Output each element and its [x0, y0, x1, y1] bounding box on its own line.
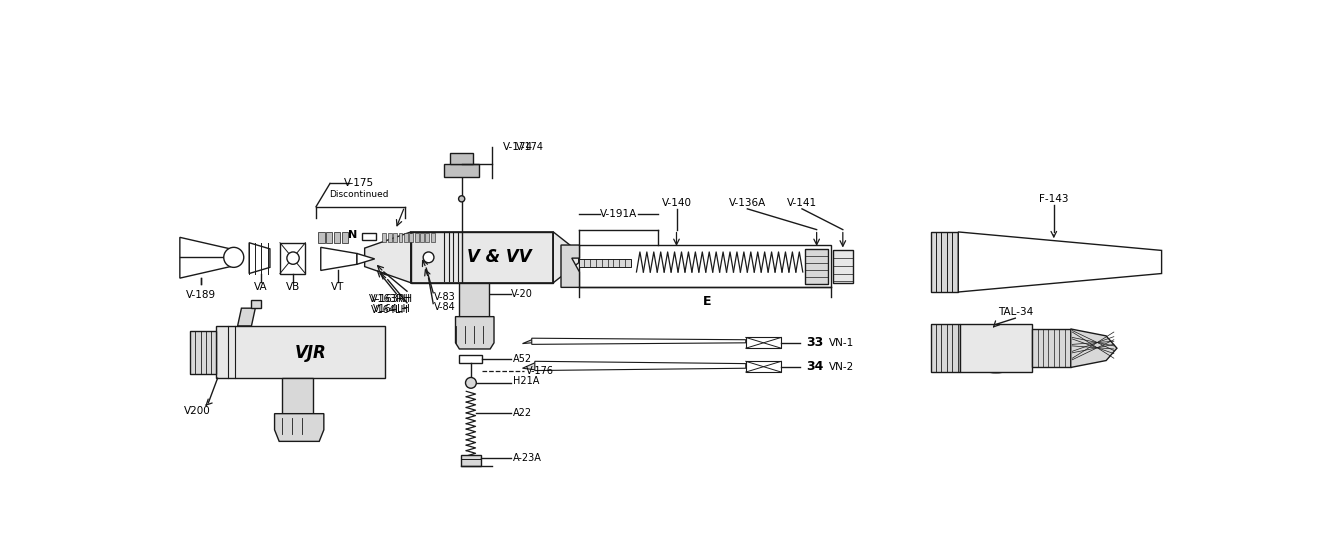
Bar [411, 232, 553, 283]
Bar [388, 233, 392, 242]
Circle shape [424, 252, 434, 263]
Circle shape [466, 378, 477, 388]
Text: E: E [704, 295, 711, 308]
Bar [399, 233, 403, 242]
Polygon shape [275, 414, 323, 442]
Text: 34: 34 [805, 360, 824, 373]
Bar [931, 324, 960, 372]
Bar [578, 245, 830, 287]
Bar [383, 233, 387, 242]
Text: V-189: V-189 [186, 290, 215, 300]
Polygon shape [958, 232, 1162, 292]
Bar [282, 378, 313, 414]
Polygon shape [523, 363, 746, 370]
Text: V-84: V-84 [434, 302, 455, 312]
Text: V-141: V-141 [787, 198, 817, 208]
Text: VA: VA [253, 282, 268, 293]
Polygon shape [455, 317, 494, 349]
Bar [342, 232, 347, 243]
Text: A-23A: A-23A [513, 453, 543, 464]
Bar [411, 232, 553, 283]
Bar [1032, 329, 1071, 367]
Text: V-136A: V-136A [729, 198, 766, 208]
Polygon shape [321, 247, 356, 270]
Bar [409, 233, 413, 242]
Polygon shape [180, 237, 234, 278]
Polygon shape [251, 300, 261, 308]
Bar [430, 233, 434, 242]
Text: V-20: V-20 [511, 288, 533, 299]
Bar [450, 153, 474, 164]
Bar [420, 233, 424, 242]
Text: F-143: F-143 [1039, 194, 1069, 204]
Text: V-174: V-174 [516, 142, 544, 152]
Circle shape [458, 196, 465, 202]
Text: V-174: V-174 [503, 142, 533, 152]
Bar [280, 243, 305, 273]
Bar [425, 233, 429, 242]
Text: VJR: VJR [294, 344, 326, 362]
Text: VN-1: VN-1 [829, 338, 854, 348]
Text: V164LH: V164LH [372, 304, 411, 314]
Polygon shape [356, 254, 375, 264]
Bar [318, 232, 325, 243]
Text: A22: A22 [513, 408, 532, 418]
Text: V-191A: V-191A [601, 209, 638, 219]
Bar [931, 232, 958, 292]
Text: V200: V200 [185, 406, 211, 415]
Polygon shape [1071, 329, 1117, 367]
Text: V-176: V-176 [527, 366, 554, 375]
Bar [833, 250, 853, 283]
Text: VT: VT [331, 282, 345, 293]
Text: H21A: H21A [513, 375, 540, 386]
Circle shape [224, 247, 244, 268]
Text: V-175: V-175 [345, 178, 375, 189]
Text: 33: 33 [805, 336, 824, 349]
Bar [190, 331, 216, 374]
Polygon shape [532, 338, 746, 344]
Text: A52: A52 [513, 354, 532, 364]
Bar [578, 259, 631, 266]
Polygon shape [535, 362, 746, 371]
Text: V & VV: V & VV [467, 248, 532, 266]
Text: VN-2: VN-2 [829, 362, 854, 372]
Bar [444, 164, 479, 177]
Bar [459, 283, 488, 317]
Bar [414, 233, 418, 242]
Text: N: N [348, 230, 358, 240]
Bar [393, 233, 397, 242]
Bar [805, 249, 828, 284]
Bar [960, 324, 1032, 372]
Polygon shape [553, 232, 578, 283]
Polygon shape [523, 340, 746, 343]
Ellipse shape [965, 325, 1027, 373]
Text: V-140: V-140 [661, 198, 692, 208]
Polygon shape [364, 232, 411, 283]
Polygon shape [238, 308, 255, 326]
Bar [326, 232, 333, 243]
Polygon shape [249, 243, 269, 273]
Text: V-83: V-83 [434, 292, 455, 302]
Text: V-163RH: V-163RH [370, 294, 411, 304]
Bar [362, 233, 376, 240]
Text: Discontinued: Discontinued [330, 190, 389, 199]
Text: VB: VB [286, 282, 300, 293]
Polygon shape [561, 245, 579, 287]
Bar [746, 362, 781, 372]
Text: V-163RH: V-163RH [371, 294, 413, 304]
Text: V164LH: V164LH [371, 305, 409, 316]
Bar [461, 456, 480, 466]
Bar [216, 326, 385, 378]
Bar [404, 233, 408, 242]
Bar [334, 232, 341, 243]
Circle shape [286, 252, 300, 264]
Bar [746, 337, 781, 348]
Text: TAL-34: TAL-34 [998, 307, 1034, 317]
Bar [459, 355, 483, 363]
